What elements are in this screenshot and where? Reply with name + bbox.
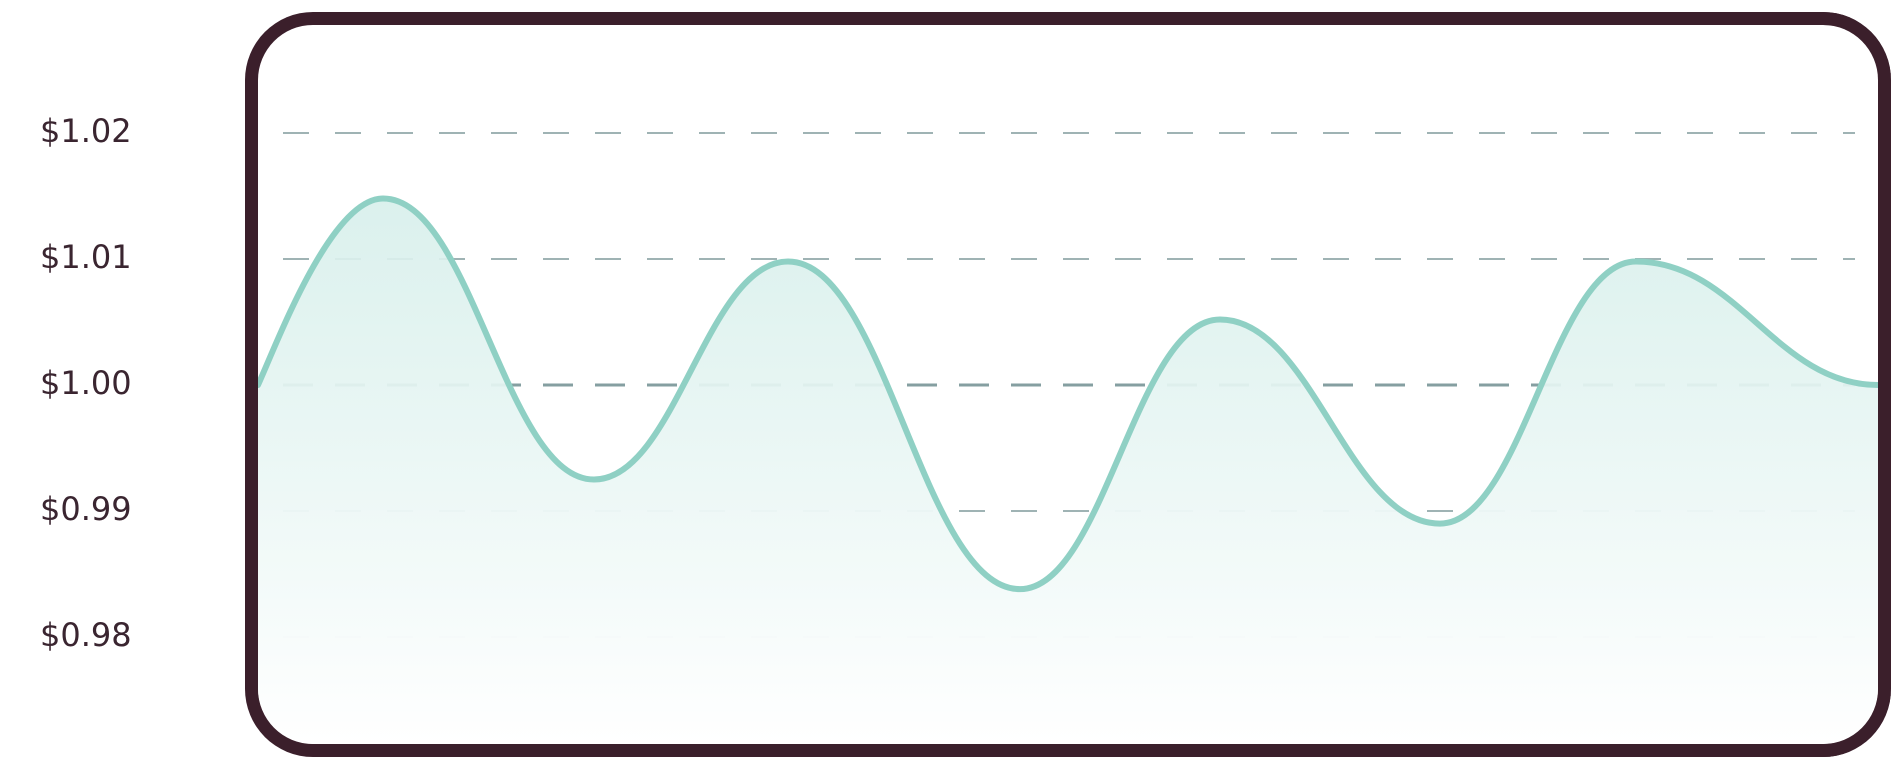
y-tick-label: $1.01 — [40, 238, 132, 276]
y-tick-label: $0.99 — [40, 490, 132, 528]
y-axis: $1.02 $1.01 $1.00 $0.99 $0.98 — [0, 0, 200, 757]
y-tick-label: $0.98 — [40, 616, 132, 654]
y-tick-label: $1.02 — [40, 112, 132, 150]
y-tick-label: $1.00 — [40, 364, 132, 402]
series-line — [258, 195, 1878, 593]
series-area — [258, 198, 1878, 744]
